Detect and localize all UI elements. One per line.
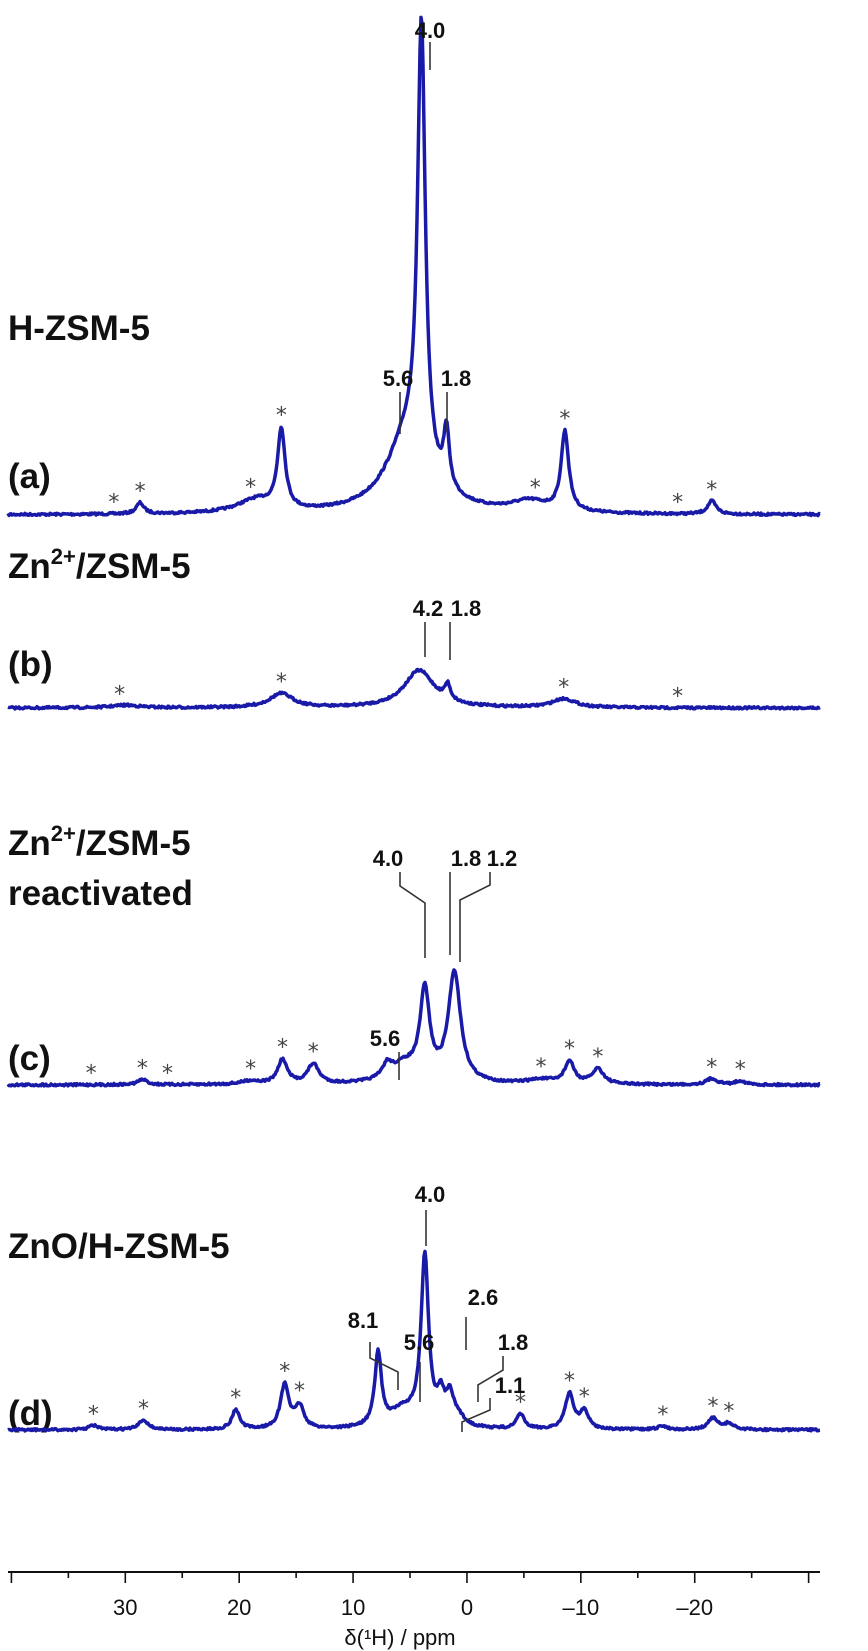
panel-label-d: (d) xyxy=(8,1394,53,1433)
spectrum-line-a xyxy=(6,15,821,518)
sideband-asterisk: * xyxy=(735,1057,746,1082)
spectra xyxy=(6,15,821,1433)
peak-label-a: 5.6 xyxy=(383,366,414,391)
sideband-asterisk: * xyxy=(515,1390,526,1415)
sample-label-a: H-ZSM-5 xyxy=(8,309,150,348)
sideband-asterisk: * xyxy=(707,1395,718,1420)
sideband-asterisk: * xyxy=(114,682,125,707)
peak-leader-line xyxy=(399,872,426,958)
spectrum-line-c xyxy=(6,968,821,1088)
peak-label-c: 4.0 xyxy=(373,846,404,871)
sideband-asterisk: * xyxy=(672,685,683,710)
peak-label-d: 5.6 xyxy=(404,1330,435,1355)
sideband-asterisk: * xyxy=(276,403,287,428)
x-tick-label: 20 xyxy=(227,1595,251,1620)
sideband-asterisk: * xyxy=(279,1360,290,1385)
sideband-asterisk: * xyxy=(672,490,683,515)
peak-label-d: 2.6 xyxy=(468,1285,499,1310)
spectrum-line-d xyxy=(7,1249,821,1433)
sample-label-c: Zn2+/ZSM-5 xyxy=(8,821,191,863)
peak-leader-line xyxy=(461,1398,491,1432)
sideband-asterisk: * xyxy=(559,407,570,432)
sideband-asterisk: * xyxy=(138,1397,149,1422)
peak-label-d: 4.0 xyxy=(415,1182,446,1207)
sample-label-d: ZnO/H-ZSM-5 xyxy=(8,1227,230,1266)
peak-label-c: 5.6 xyxy=(370,1026,401,1051)
peak-label-d: 8.1 xyxy=(348,1308,379,1333)
peak-label-b: 4.2 xyxy=(413,596,444,621)
sideband-asterisk: * xyxy=(657,1403,668,1428)
panel-label-a: (a) xyxy=(8,457,51,496)
spectrum-line-b xyxy=(7,667,821,711)
sideband-asterisk: * xyxy=(592,1045,603,1070)
peak-label-c: 1.8 xyxy=(451,846,482,871)
sideband-asterisk: * xyxy=(276,670,287,695)
peak-label-a: 4.0 xyxy=(415,18,446,43)
peak-leader-line xyxy=(477,1356,504,1402)
sideband-asterisk: * xyxy=(245,1057,256,1082)
x-tick-label: 30 xyxy=(113,1595,137,1620)
peak-leader-line xyxy=(459,872,491,962)
sideband-asterisk: * xyxy=(564,1369,575,1394)
sideband-asterisk: * xyxy=(135,480,146,505)
sideband-asterisk: * xyxy=(137,1056,148,1081)
x-tick-label: 0 xyxy=(461,1595,473,1620)
x-tick-label: –10 xyxy=(562,1595,599,1620)
panel-label-b: (b) xyxy=(8,645,53,684)
peak-annotations: 4.05.6 1.84.2 1.84.0 1.8 1.25.64.08.15.62.61… xyxy=(348,18,529,1432)
peak-label-c: 1.2 xyxy=(487,846,518,871)
sideband-asterisks: * * ******* * * ** * * ** *** * * ** * *** **** * * xyxy=(86,403,746,1428)
sideband-asterisk: * xyxy=(108,491,119,516)
x-axis-label: δ(¹H) / ppm xyxy=(344,1625,455,1650)
sideband-asterisk: * xyxy=(162,1061,173,1086)
sideband-asterisk: * xyxy=(723,1399,734,1424)
sideband-asterisk: * xyxy=(564,1037,575,1062)
sideband-asterisk: * xyxy=(86,1062,97,1087)
sideband-asterisk: * xyxy=(230,1386,241,1411)
peak-label-d: 1.8 xyxy=(498,1330,529,1355)
sideband-asterisk: * xyxy=(706,1055,717,1080)
peak-label-b: 1.8 xyxy=(451,596,482,621)
x-tick-label: 10 xyxy=(341,1595,365,1620)
sideband-asterisk: * xyxy=(558,676,569,701)
sideband-asterisk: * xyxy=(535,1055,546,1080)
peak-label-d: 1.1 xyxy=(495,1373,526,1398)
sample-label-b: Zn2+/ZSM-5 xyxy=(8,544,191,586)
sideband-asterisk: * xyxy=(277,1036,288,1061)
x-axis: 30 20 10 0 –10 –20 xyxy=(8,1571,820,1620)
sample-label-c-line2: reactivated xyxy=(8,874,193,913)
peak-label-a: 1.8 xyxy=(441,366,472,391)
peak-leader-line xyxy=(369,1342,399,1390)
sideband-asterisk: * xyxy=(88,1402,99,1427)
sideband-asterisk: * xyxy=(245,475,256,500)
x-tick-label: –20 xyxy=(676,1595,713,1620)
sample-labels: H-ZSM-5 (a) Zn2+/ZSM-5 (b) Zn2+/ZSM-5 re… xyxy=(8,309,230,1433)
sideband-asterisk: * xyxy=(706,478,717,503)
sideband-asterisk: * xyxy=(308,1040,319,1065)
panel-label-c: (c) xyxy=(8,1039,51,1078)
sideband-asterisk: * xyxy=(530,476,541,501)
sideband-asterisk: * xyxy=(294,1379,305,1404)
sideband-asterisk: * xyxy=(579,1385,590,1410)
